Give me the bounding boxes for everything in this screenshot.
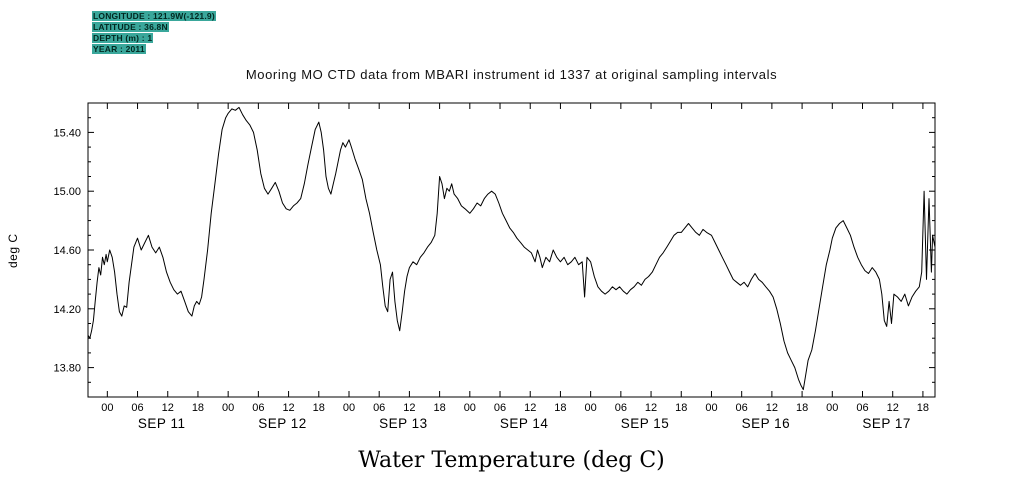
svg-text:SEP 15: SEP 15 bbox=[621, 416, 670, 431]
x-axis-caption: Water Temperature (deg C) bbox=[358, 448, 665, 473]
svg-text:00: 00 bbox=[101, 402, 113, 414]
svg-text:12: 12 bbox=[403, 402, 415, 414]
svg-text:18: 18 bbox=[554, 402, 566, 414]
svg-text:12: 12 bbox=[524, 402, 536, 414]
svg-text:13.80: 13.80 bbox=[53, 363, 81, 375]
svg-text:06: 06 bbox=[373, 402, 385, 414]
svg-text:12: 12 bbox=[282, 402, 294, 414]
svg-text:00: 00 bbox=[222, 402, 234, 414]
svg-text:SEP 12: SEP 12 bbox=[258, 416, 307, 431]
svg-text:18: 18 bbox=[433, 402, 445, 414]
svg-text:SEP 16: SEP 16 bbox=[742, 416, 791, 431]
svg-text:00: 00 bbox=[464, 402, 476, 414]
svg-text:18: 18 bbox=[192, 402, 204, 414]
svg-text:SEP 17: SEP 17 bbox=[862, 416, 911, 431]
svg-text:12: 12 bbox=[162, 402, 174, 414]
svg-text:06: 06 bbox=[252, 402, 264, 414]
svg-text:15.40: 15.40 bbox=[53, 127, 81, 139]
metadata-latitude: LATITUDE : 36.8N bbox=[92, 22, 169, 32]
svg-text:14.60: 14.60 bbox=[53, 245, 81, 257]
svg-text:00: 00 bbox=[343, 402, 355, 414]
svg-text:00: 00 bbox=[826, 402, 838, 414]
svg-text:00: 00 bbox=[705, 402, 717, 414]
svg-text:06: 06 bbox=[615, 402, 627, 414]
svg-text:18: 18 bbox=[796, 402, 808, 414]
svg-text:SEP 13: SEP 13 bbox=[379, 416, 428, 431]
svg-text:12: 12 bbox=[766, 402, 778, 414]
svg-text:18: 18 bbox=[675, 402, 687, 414]
svg-text:12: 12 bbox=[887, 402, 899, 414]
svg-text:12: 12 bbox=[645, 402, 657, 414]
svg-text:18: 18 bbox=[917, 402, 929, 414]
svg-text:15.00: 15.00 bbox=[53, 186, 81, 198]
svg-text:00: 00 bbox=[585, 402, 597, 414]
metadata-longitude: LONGITUDE : 121.9W(-121.9) bbox=[92, 11, 216, 21]
svg-text:SEP 14: SEP 14 bbox=[500, 416, 549, 431]
svg-text:06: 06 bbox=[494, 402, 506, 414]
svg-text:06: 06 bbox=[736, 402, 748, 414]
svg-text:06: 06 bbox=[856, 402, 868, 414]
svg-text:06: 06 bbox=[131, 402, 143, 414]
svg-text:SEP 11: SEP 11 bbox=[138, 416, 186, 431]
metadata-depth: DEPTH (m) : 1 bbox=[92, 33, 154, 43]
metadata-year: YEAR : 2011 bbox=[92, 44, 146, 54]
chart-title: Mooring MO CTD data from MBARI instrumen… bbox=[245, 67, 778, 82]
svg-text:18: 18 bbox=[313, 402, 325, 414]
metadata-block: LONGITUDE : 121.9W(-121.9) LATITUDE : 36… bbox=[92, 11, 216, 55]
svg-text:14.20: 14.20 bbox=[53, 304, 81, 316]
